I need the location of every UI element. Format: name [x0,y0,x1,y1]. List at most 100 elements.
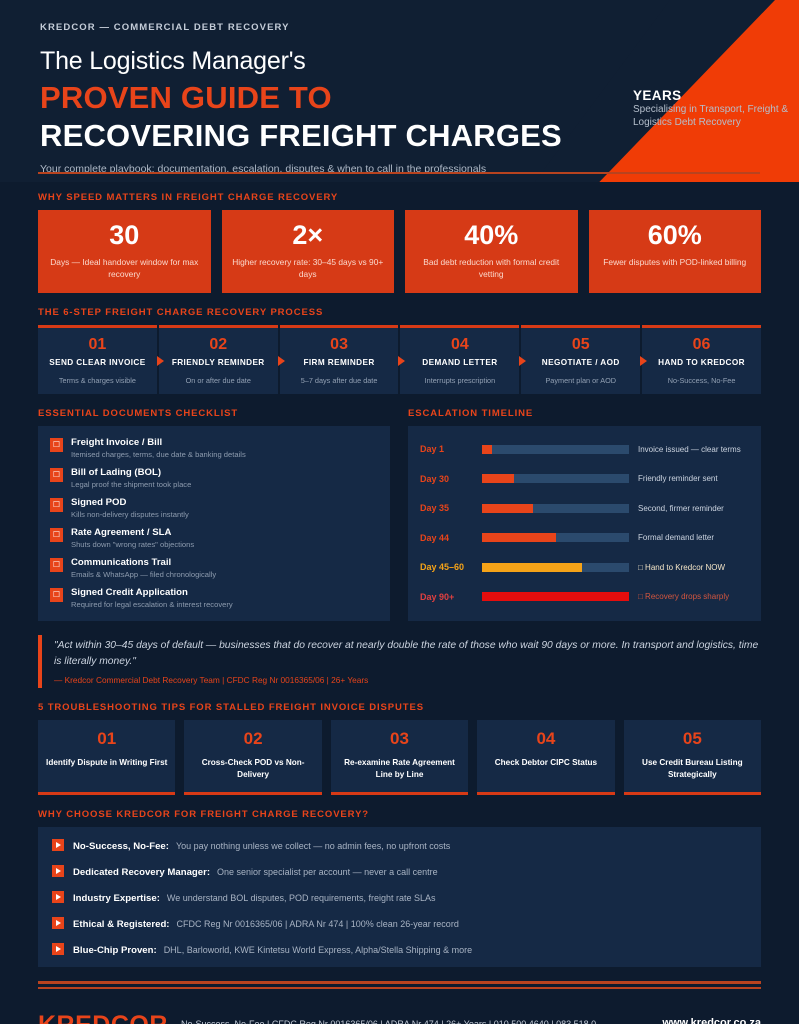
document-name: Signed Credit Application [71,587,188,599]
documents-section: ESSENTIAL DOCUMENTS CHECKLIST ☐ Freight … [38,408,390,622]
document-name: Freight Invoice / Bill [71,437,163,449]
footer-website-link[interactable]: www.kredcor.co.za [662,1017,761,1024]
timeline-fill [482,592,629,602]
play-triangle-icon [52,891,64,904]
two-column-area: ESSENTIAL DOCUMENTS CHECKLIST ☐ Freight … [38,408,761,622]
step-title: FRIENDLY REMINDER [171,357,265,367]
document-desc: Required for legal escalation & interest… [71,600,233,610]
tip-number: 02 [243,729,263,749]
timeline-text: Second, firmer reminder [638,503,724,513]
list-item: ☐ Communications Trail Emails & WhatsApp… [50,557,378,579]
timeline-fill [482,533,556,543]
title-line-1: The Logistics Manager's [40,47,306,75]
process-step: 03 FIRM REMINDER 5–7 days after due date [279,325,406,395]
list-item: ☐ Bill of Lading (BOL) Legal proof the s… [50,467,378,489]
years-description: Specialising in Transport, Freight & Log… [633,104,789,128]
tip-card: 05 Use Credit Bureau Listing Strategical… [623,720,762,796]
timeline-text: Invoice issued — clear terms [638,444,741,454]
footer: KREDCOR No-Success, No-Fee | CFDC Reg Nr… [0,989,799,1024]
timeline-day: Day 44 [420,532,450,543]
footer-logo: KREDCOR [38,1011,168,1024]
process-step: 05 NEGOTIATE / AOD Payment plan or AOD [521,325,648,395]
title-line-3: RECOVERING FREIGHT CHARGES [40,118,562,153]
document-name: Rate Agreement / SLA [71,527,172,539]
why-section: WHY CHOOSE KREDCOR FOR FREIGHT CHARGE RE… [38,809,761,968]
chevron-right-icon [156,356,164,367]
list-item: Dedicated Recovery Manager: One senior s… [52,863,747,878]
step-number: 01 [88,336,107,354]
list-item: Ethical & Registered: CFDC Reg Nr 001636… [52,915,747,930]
tip-card: 04 Check Debtor CIPC Status [477,720,615,796]
timeline-track [482,592,629,602]
timeline-fill [482,503,534,513]
timeline-track [482,474,629,484]
why-description: You pay nothing unless we collect — no a… [175,841,451,852]
footer-divider [38,981,761,990]
document-name: Signed POD [71,497,127,509]
process-step: 01 SEND CLEAR INVOICE Terms & charges vi… [38,325,164,395]
header-divider [38,172,760,174]
timeline-text: Friendly reminder sent [638,474,718,484]
document-check-icon: ☐ [50,528,63,543]
timeline-row: Day 90+ □ Recovery drops sharply [420,585,749,609]
header: KREDCOR — COMMERCIAL DEBT RECOVERY The L… [0,0,799,182]
timeline-track [482,503,629,513]
document-desc: Legal proof the shipment took place [71,480,192,490]
years-label: YEARS [633,88,682,103]
play-triangle-icon [52,839,64,852]
tips-section-title: 5 TROUBLESHOOTING TIPS FOR STALLED FREIG… [38,702,424,714]
timeline-day: Day 90+ [420,591,455,602]
timeline-track [482,533,629,543]
list-item: ☐ Rate Agreement / SLA Shuts down "wrong… [50,527,378,549]
timeline-track [482,562,629,572]
body-content: WHY SPEED MATTERS IN FREIGHT CHARGE RECO… [0,182,799,990]
timeline-text: Formal demand letter [638,533,715,543]
why-description: We understand BOL disputes, POD requirem… [166,893,436,904]
stat-label: Fewer disputes with POD-linked billing [603,257,747,267]
document-name: Bill of Lading (BOL) [71,467,162,479]
step-title: SEND CLEAR INVOICE [49,357,146,367]
timeline-fill [482,474,515,484]
documents-panel: ☐ Freight Invoice / Bill Itemised charge… [38,426,390,622]
step-number: 02 [209,336,228,354]
tip-text: Use Credit Bureau Listing Strategically [642,758,743,780]
brand-kicker: KREDCOR — COMMERCIAL DEBT RECOVERY [40,22,290,33]
document-name: Communications Trail [71,557,172,569]
step-number: 04 [451,336,469,354]
process-step: 04 DEMAND LETTER Interrupts prescription [400,325,527,395]
document-desc: Emails & WhatsApp — filed chronologicall… [71,570,217,580]
step-number: 05 [571,336,590,354]
timeline-day: Day 1 [420,444,445,455]
footer-rule-top [38,981,761,985]
footer-meta: No-Success, No-Fee | CFDC Reg Nr 0016365… [181,1019,596,1024]
timeline-track [482,444,629,454]
quote-block: "Act within 30–45 days of default — busi… [38,635,761,689]
why-section-title: WHY CHOOSE KREDCOR FOR FREIGHT CHARGE RE… [38,809,370,821]
document-check-icon: ☐ [50,468,63,483]
process-steps: 01 SEND CLEAR INVOICE Terms & charges vi… [38,325,761,395]
step-description: Interrupts prescription [424,376,496,386]
play-triangle-icon [52,917,64,930]
timeline-row: Day 35 Second, firmer reminder [420,496,749,520]
document-check-icon: ☐ [50,438,63,453]
tip-card: 01 Identify Dispute in Writing First [38,720,176,796]
tip-text: Cross-Check POD vs Non-Delivery [201,758,305,780]
stat-card: 2× Higher recovery rate: 30–45 days vs 9… [221,210,394,294]
step-title: NEGOTIATE / AOD [541,357,620,367]
step-number: 03 [330,336,348,354]
play-triangle-icon [52,943,64,956]
why-label: No-Success, No-Fee: [73,841,169,853]
footer-rule-bottom [38,987,761,990]
timeline-text: □ Hand to Kredcor NOW [638,562,726,572]
process-section-title: THE 6-STEP FREIGHT CHARGE RECOVERY PROCE… [38,307,324,319]
stat-value: 2× [292,220,324,250]
years-badge: YEARS Specialising in Transport, Freight… [633,88,793,130]
timeline-fill [482,444,493,454]
chevron-right-icon [277,356,285,367]
list-item: ☐ Freight Invoice / Bill Itemised charge… [50,437,378,459]
timeline-row: Day 45–60 □ Hand to Kredcor NOW [420,555,749,579]
stats-section: WHY SPEED MATTERS IN FREIGHT CHARGE RECO… [38,192,761,294]
step-description: On or after due date [185,376,251,386]
step-description: 5–7 days after due date [300,376,378,386]
